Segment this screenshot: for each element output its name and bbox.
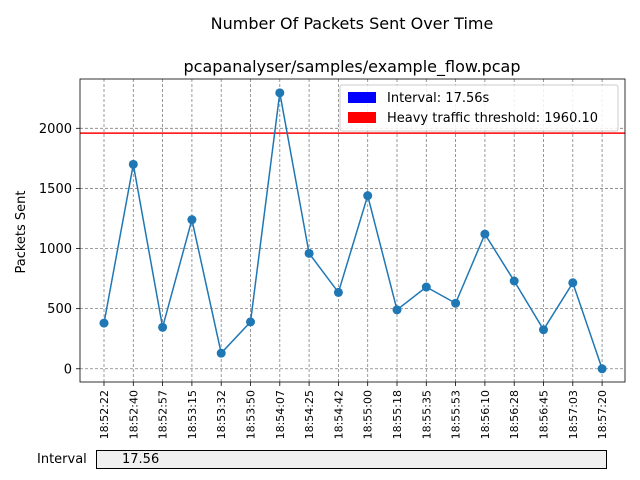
data-point [392, 305, 402, 315]
data-point [480, 229, 490, 239]
data-point [216, 348, 226, 358]
x-tick-label: 18:56:28 [508, 390, 521, 439]
y-axis-label: Packets Sent [14, 190, 29, 273]
data-point [539, 325, 548, 335]
plot-area: 0 500 1000 1500 2000 18:52:22 18:52:40 18:52:57… [39, 78, 626, 439]
figure-suptitle: Number Of Packets Sent Over Time [211, 14, 494, 33]
x-tick-label: 18:57:20 [596, 390, 609, 439]
axes-frame [79, 78, 626, 383]
x-tick-label: 18:53:50 [245, 390, 258, 439]
x-tick-label: 18:55:00 [362, 390, 375, 439]
x-tick-label: 18:52:40 [127, 390, 140, 439]
legend-label: Interval: 17.56s [387, 91, 490, 106]
data-point [333, 287, 343, 297]
x-tick-label: 18:53:15 [186, 390, 199, 439]
x-tick-label: 18:52:57 [157, 390, 170, 439]
data-point [158, 322, 168, 332]
x-tick-label: 18:55:35 [420, 390, 433, 439]
legend-box [339, 84, 619, 132]
legend-swatch [348, 92, 376, 103]
y-tick-label: 0 [64, 362, 72, 377]
data-point [99, 318, 109, 328]
data-point [128, 159, 138, 169]
x-tick-label: 18:54:07 [274, 390, 287, 439]
y-tick-label: 1500 [39, 182, 72, 197]
x-tick-label: 18:52:22 [98, 390, 111, 439]
data-point [597, 364, 607, 374]
chart-title: pcapanalyser/samples/example_flow.pcap [184, 57, 521, 77]
data-point [187, 215, 197, 225]
interval-label: Interval [37, 452, 87, 467]
x-tick-label: 18:55:18 [391, 390, 404, 439]
x-tick-label: 18:55:53 [450, 390, 463, 439]
series-line [103, 92, 603, 370]
data-point [421, 282, 431, 292]
x-tick-label: 18:56:10 [479, 390, 492, 439]
interval-input[interactable] [96, 450, 607, 469]
data-point [304, 248, 314, 258]
data-point [509, 276, 519, 286]
interval-control: Interval [0, 449, 640, 473]
y-tick-label: 500 [47, 302, 72, 317]
x-tick-label: 18:53:32 [215, 390, 228, 439]
legend-swatch [348, 112, 376, 123]
x-tick-label: 18:54:25 [303, 390, 316, 439]
y-tick-label: 1000 [39, 242, 72, 257]
x-tick-label: 18:57:03 [567, 390, 580, 439]
x-tick-label: 18:54:42 [332, 390, 345, 439]
data-point [451, 298, 461, 308]
legend-label: Heavy traffic threshold: 1960.10 [387, 111, 598, 126]
data-point [363, 191, 373, 201]
data-point [246, 317, 255, 327]
y-tick-label: 2000 [39, 122, 72, 137]
x-tick-label: 18:56:45 [538, 390, 551, 439]
data-point [568, 278, 578, 288]
data-point [275, 88, 285, 98]
